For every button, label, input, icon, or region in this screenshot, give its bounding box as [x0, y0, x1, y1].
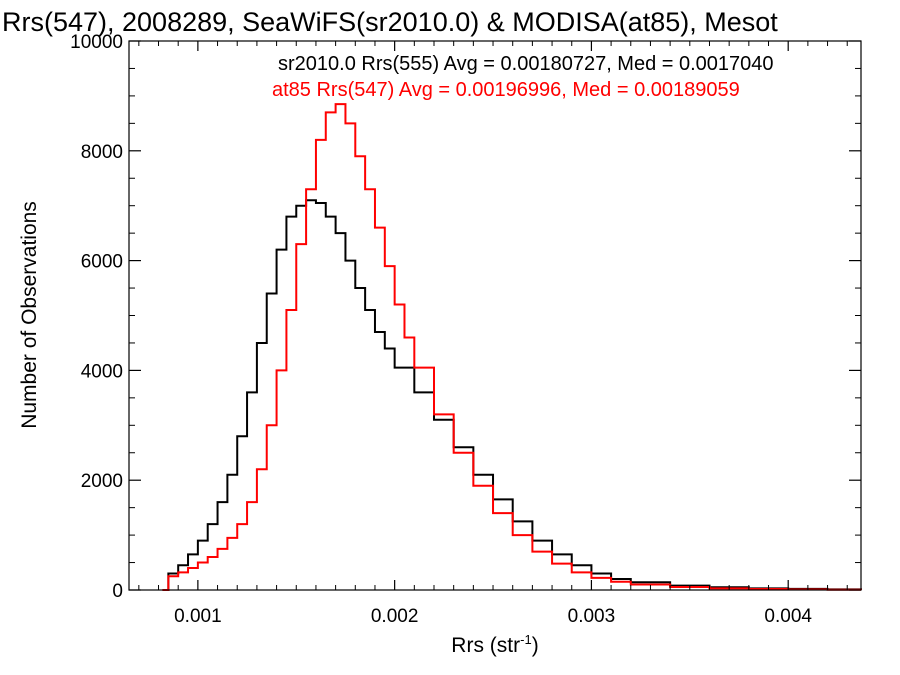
- legend-entry-red: at85 Rrs(547) Avg = 0.00196996, Med = 0.…: [272, 79, 740, 101]
- y-axis-label: Number of Observations: [18, 201, 41, 429]
- x-tick-label: 0.004: [764, 606, 812, 627]
- ticks-layer: 0.001 0.002 0.003 0.004 0 2000 4000 6000 8000 100…: [70, 32, 861, 627]
- legend-entry-black: sr2010.0 Rrs(555) Avg = 0.00180727, Med …: [278, 53, 774, 75]
- x-axis-label-main: Rrs (str: [451, 634, 520, 657]
- x-tick-label: 0.001: [174, 606, 222, 627]
- x-axis-label-superscript: -1: [520, 632, 532, 647]
- y-tick-label: 6000: [81, 252, 123, 273]
- y-tick-label: 10000: [70, 32, 123, 53]
- plot-frame: [128, 40, 862, 591]
- y-tick-label: 0: [112, 581, 123, 602]
- x-axis-label: Rrs (str-1): [451, 632, 538, 657]
- x-tick-label: 0.002: [371, 606, 419, 627]
- x-axis-label-close: ): [532, 634, 539, 657]
- y-tick-label: 2000: [81, 471, 123, 492]
- x-tick-label: 0.003: [568, 606, 616, 627]
- series-line-at85: [162, 103, 862, 591]
- y-tick-label: 8000: [81, 142, 123, 163]
- y-tick-label: 4000: [81, 361, 123, 382]
- series-layer: [162, 103, 862, 591]
- chart-title: Rrs(547), 2008289, SeaWiFS(sr2010.0) & M…: [2, 7, 778, 37]
